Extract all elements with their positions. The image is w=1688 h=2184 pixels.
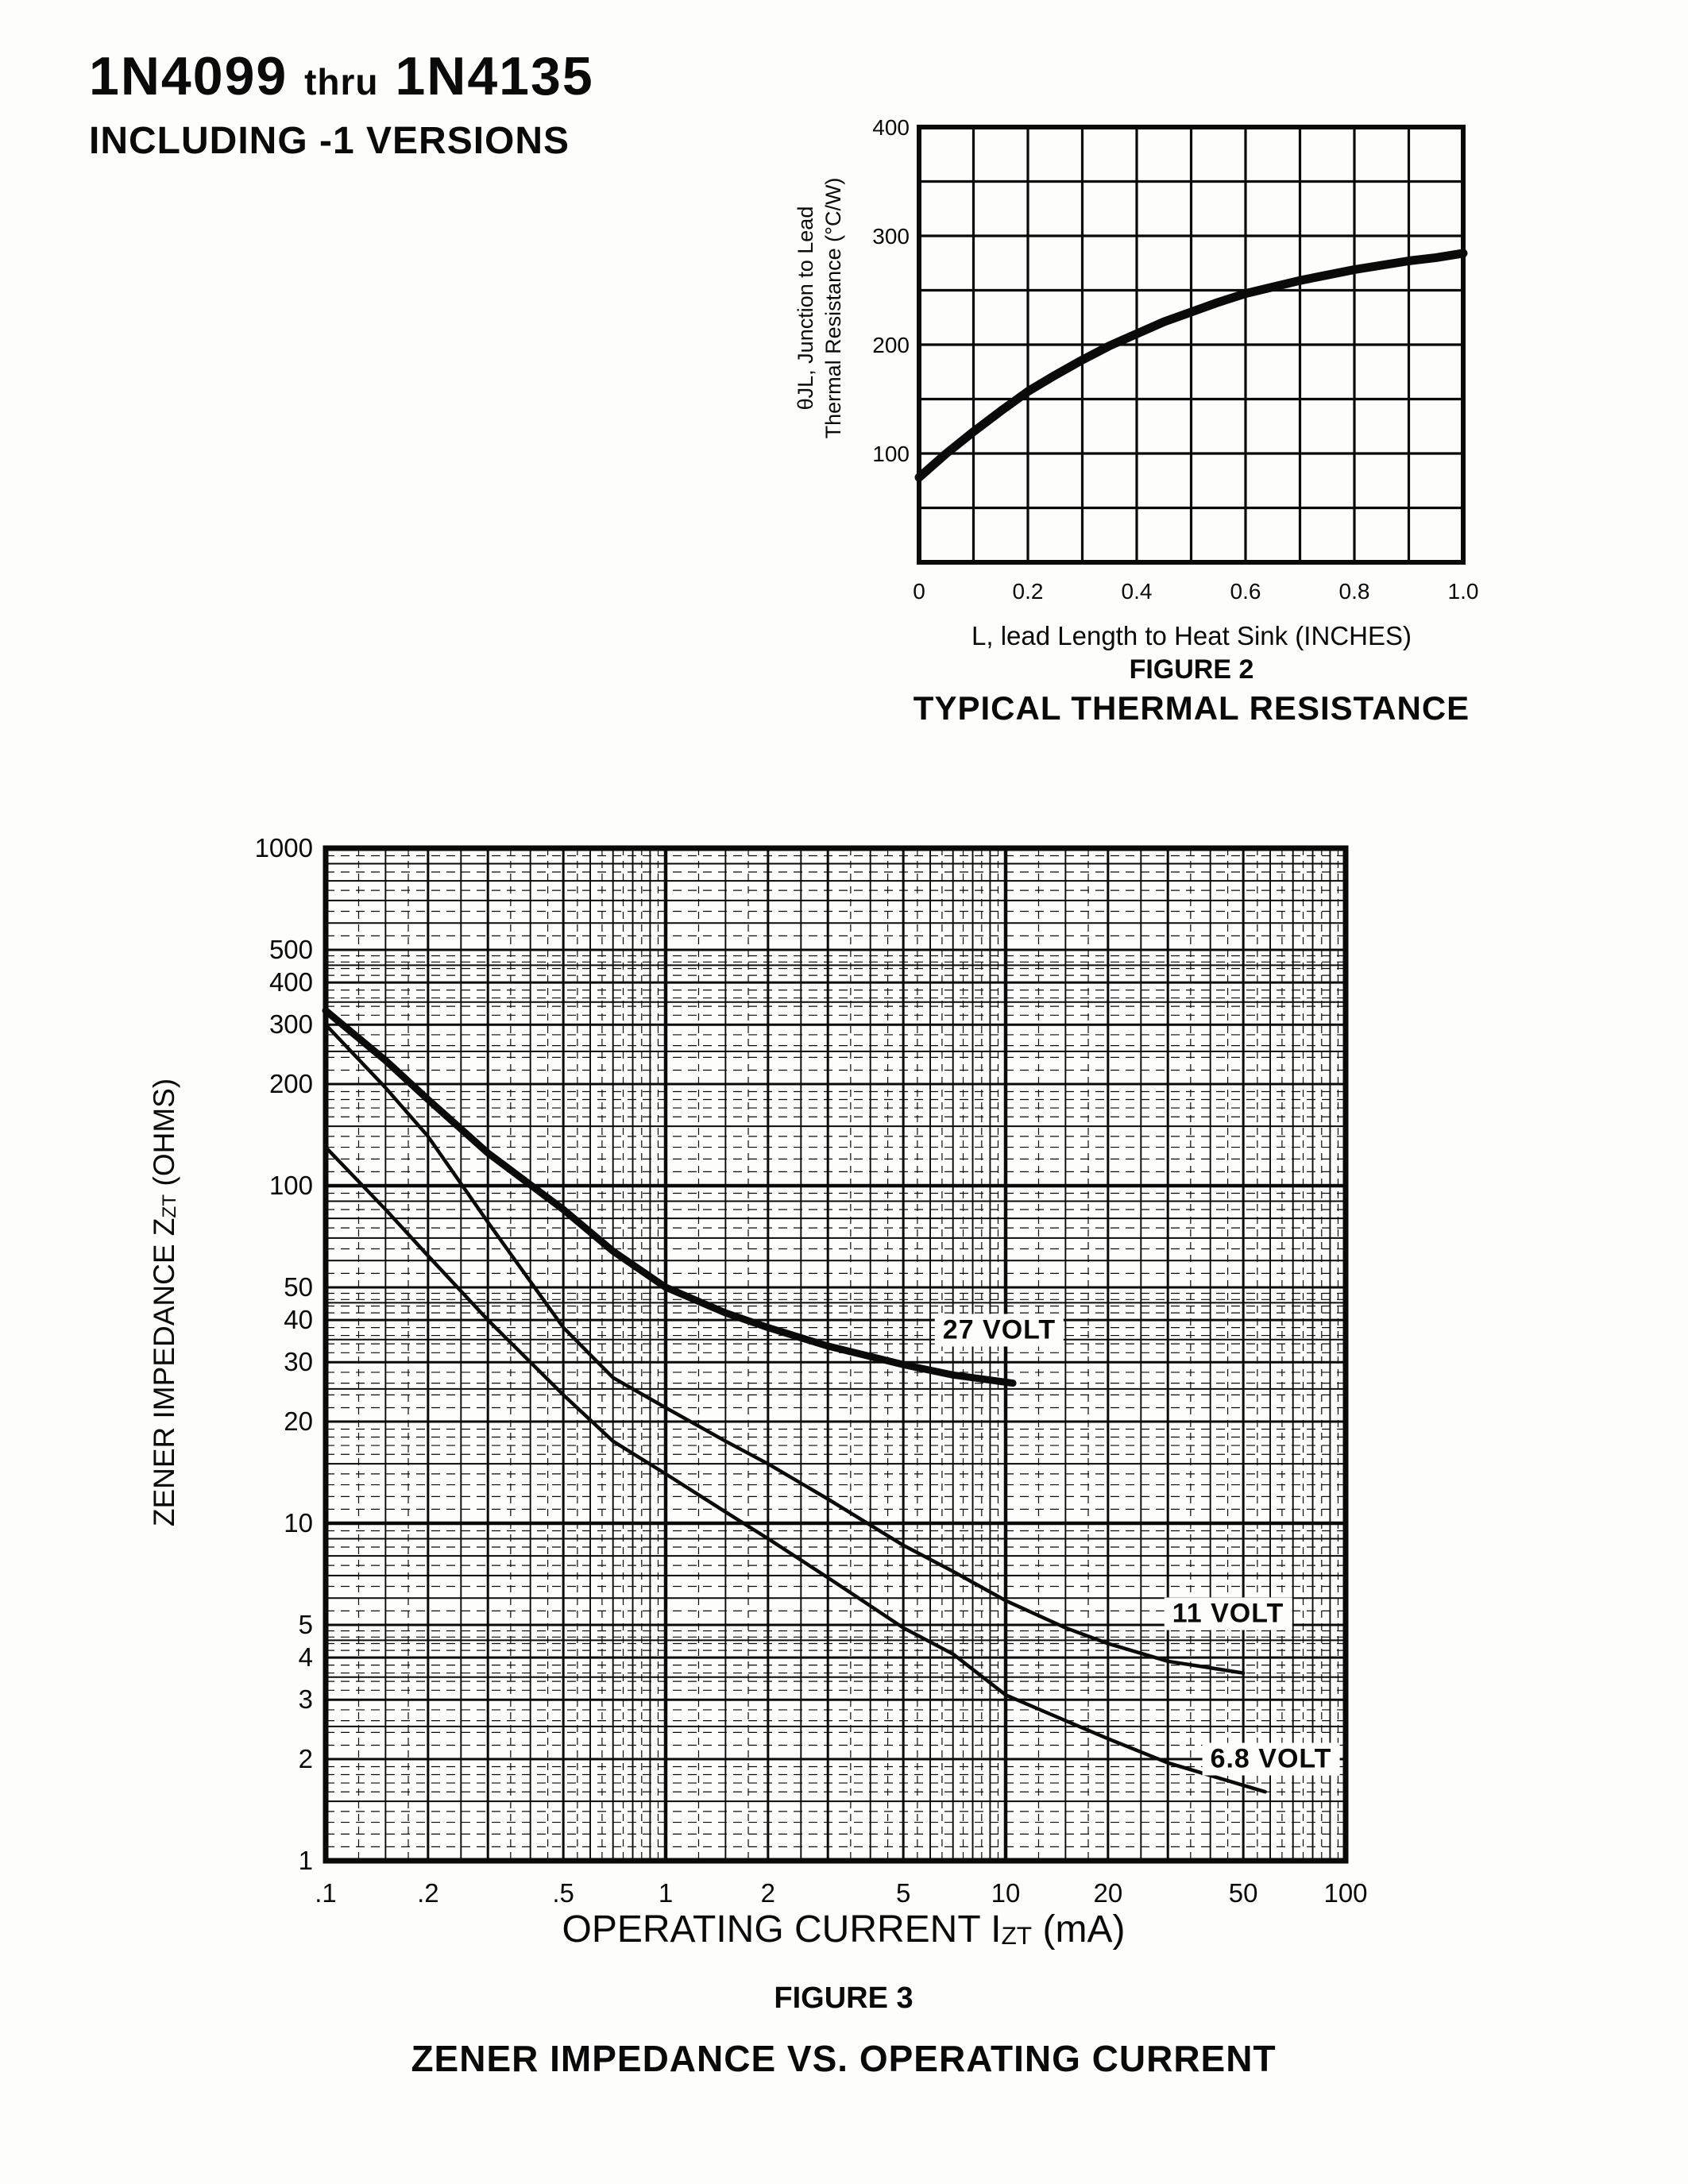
fig3-x-tick: 2 — [761, 1878, 775, 1908]
fig3-curve-11-volt — [323, 1022, 1246, 1675]
fig3-x-tick: .5 — [552, 1878, 574, 1908]
fig3-y-tick: 400 — [269, 967, 313, 997]
fig3-title: ZENER IMPEDANCE VS. OPERATING CURRENT — [411, 2038, 1277, 2079]
fig3-plot-border — [323, 845, 1349, 1864]
thru-text: thru — [304, 61, 379, 102]
fig3-y-tick: 200 — [269, 1069, 313, 1098]
fig2-x-tick: 0.6 — [1230, 579, 1261, 604]
fig2-grid — [917, 125, 1465, 564]
fig3-y-tick: 20 — [284, 1406, 313, 1436]
fig3-x-tick: 100 — [1323, 1878, 1367, 1908]
fig3-y-tick: 40 — [284, 1305, 313, 1334]
curve-label-11-volt: 11 VOLT — [1164, 1597, 1292, 1630]
part-number-start: 1N4099 — [89, 46, 288, 106]
fig2-y-tick: 400 — [872, 115, 910, 140]
fig3-y-tick: 3 — [299, 1684, 313, 1714]
fig3-x-axis-title-text: OPERATING CURRENT I — [562, 1908, 1002, 1951]
page-title: 1N4099 thru 1N4135 INCLUDING -1 VERSIONS — [89, 49, 594, 160]
fig3-y-tick: 2 — [299, 1744, 313, 1773]
fig3-y-tick: 300 — [269, 1009, 313, 1039]
fig2-thermal-resistance-chart: 100 200 300 400 0 0.2 0.4 0.6 0.8 1.0 — [872, 115, 1478, 604]
fig3-x-tick: .2 — [417, 1878, 439, 1908]
fig3-y-tick: 5 — [299, 1610, 313, 1639]
fig2-y-tick: 100 — [872, 442, 910, 466]
fig3-x-tick: 50 — [1229, 1878, 1258, 1908]
fig3-x-axis-title-unit: (mA) — [1032, 1908, 1126, 1951]
fig3-y-tick: 1000 — [255, 833, 313, 862]
fig2-curve-thermal-resistance — [914, 249, 1468, 482]
fig3-y-tick: 50 — [284, 1272, 313, 1302]
fig3-y-tick: 1 — [299, 1846, 313, 1875]
fig3-curve-27-volt — [322, 1007, 1017, 1387]
fig3-zener-impedance-chart: 1000500400300200100504030201054321.1.2.5… — [255, 833, 1368, 1908]
fig3-y-tick: 100 — [269, 1171, 313, 1200]
page-subtitle: INCLUDING -1 VERSIONS — [89, 120, 570, 162]
fig2-tick-labels: 100 200 300 400 0 0.2 0.4 0.6 0.8 1.0 — [872, 115, 1478, 604]
fig3-curve-6-8-volt — [323, 1145, 1267, 1794]
fig2-x-tick: 0.4 — [1122, 579, 1153, 604]
fig2-x-axis-title: L, lead Length to Heat Sink (INCHES) — [971, 621, 1412, 650]
fig3-x-tick: 20 — [1093, 1878, 1122, 1908]
fig3-y-tick: 500 — [269, 935, 313, 964]
fig3-caption: FIGURE 3 — [774, 1981, 914, 2015]
fig2-x-tick: 0.8 — [1339, 579, 1370, 604]
part-number-end: 1N4135 — [395, 46, 594, 106]
fig2-y-tick: 200 — [872, 333, 910, 357]
part-number-range: 1N4099 thru 1N4135 — [89, 49, 594, 103]
fig2-caption: FIGURE 2 — [1129, 654, 1254, 685]
fig3-x-tick: 1 — [659, 1878, 673, 1908]
fig2-title: TYPICAL THERMAL RESISTANCE — [913, 689, 1470, 727]
fig2-x-tick: 1.0 — [1448, 579, 1479, 604]
fig3-y-tick: 30 — [284, 1347, 313, 1376]
fig3-x-tick: 10 — [991, 1878, 1021, 1908]
fig2-x-tick: 0 — [913, 579, 925, 604]
fig2-y-tick: 300 — [872, 224, 910, 249]
fig3-x-axis-title: OPERATING CURRENT IZT (mA) — [562, 1908, 1126, 1951]
fig3-x-axis-title-subscript: ZT — [1001, 1921, 1033, 1951]
fig2-x-tick: 0.2 — [1013, 579, 1044, 604]
fig3-y-tick: 4 — [299, 1642, 313, 1672]
curve-label-27-volt: 27 VOLT — [934, 1314, 1064, 1347]
fig3-grid — [323, 848, 1346, 1863]
fig3-tick-labels: 1000500400300200100504030201054321.1.2.5… — [255, 833, 1368, 1908]
fig3-x-tick: 5 — [896, 1878, 910, 1908]
fig3-y-tick: 10 — [284, 1508, 313, 1538]
curve-label-6-8-volt: 6.8 VOLT — [1202, 1742, 1340, 1776]
fig3-x-tick: .1 — [315, 1878, 337, 1908]
fig2-plot-border — [917, 125, 1466, 565]
